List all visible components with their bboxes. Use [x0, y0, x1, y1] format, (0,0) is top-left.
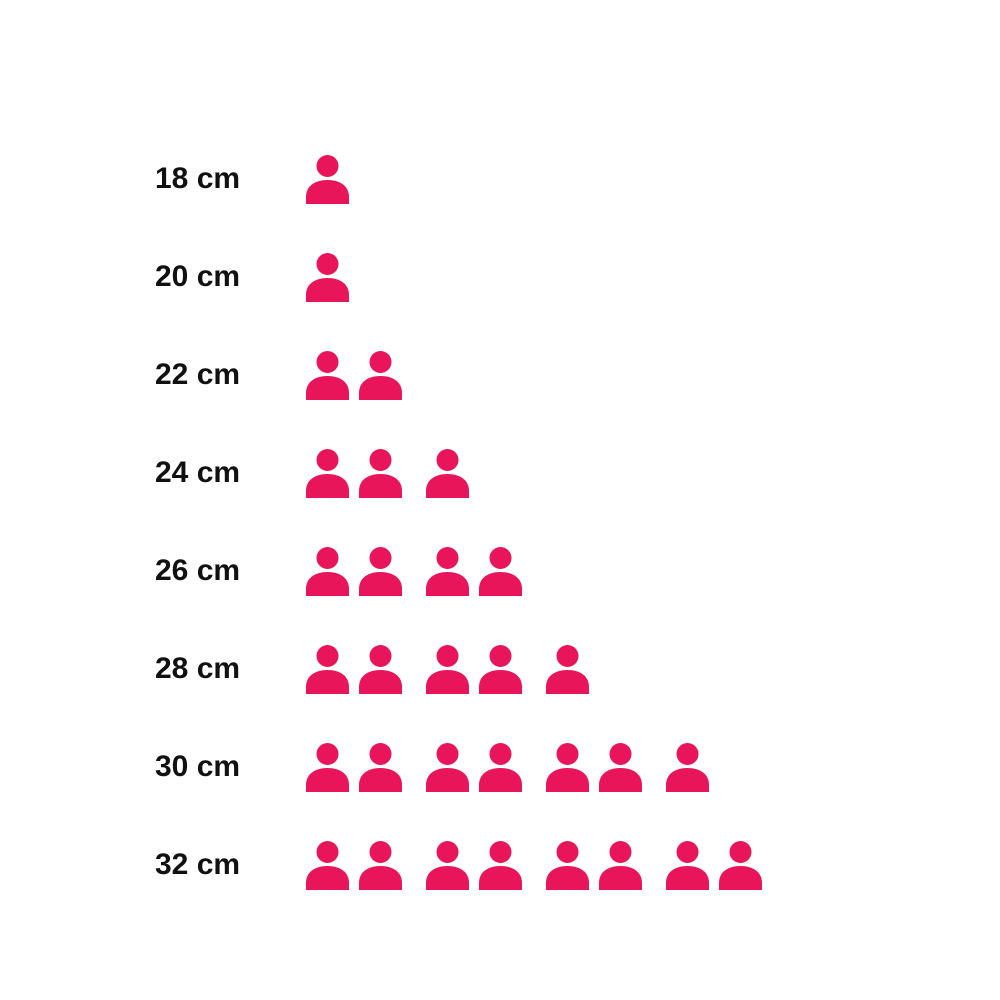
person-icon	[665, 840, 710, 890]
row-icons	[305, 546, 523, 596]
person-icon	[598, 840, 643, 890]
person-icon	[665, 742, 710, 792]
person-icon	[358, 350, 403, 400]
row-icons	[305, 154, 350, 204]
pictograph-chart: 18 cm 20 cm 22 cm 24 cm 26 cm 28 cm 30 cm 32 cm	[155, 130, 763, 914]
person-icon	[305, 448, 350, 498]
person-icon	[545, 742, 590, 792]
person-icon	[425, 742, 470, 792]
person-icon	[478, 840, 523, 890]
row-label: 32 cm	[155, 850, 305, 880]
person-icon	[305, 350, 350, 400]
person-icon	[305, 742, 350, 792]
row-icons	[305, 840, 763, 890]
person-icon	[545, 644, 590, 694]
pictograph-row: 22 cm	[155, 326, 763, 424]
pictograph-row: 20 cm	[155, 228, 763, 326]
row-label: 18 cm	[155, 164, 305, 194]
person-icon	[425, 644, 470, 694]
person-icon	[305, 644, 350, 694]
pictograph-row: 24 cm	[155, 424, 763, 522]
pictograph-row: 26 cm	[155, 522, 763, 620]
person-icon	[305, 252, 350, 302]
row-label: 26 cm	[155, 556, 305, 586]
person-icon	[545, 840, 590, 890]
row-icons	[305, 350, 403, 400]
row-label: 22 cm	[155, 360, 305, 390]
person-icon	[478, 742, 523, 792]
person-icon	[478, 546, 523, 596]
row-icons	[305, 448, 470, 498]
person-icon	[305, 154, 350, 204]
row-label: 30 cm	[155, 752, 305, 782]
pictograph-row: 32 cm	[155, 816, 763, 914]
row-label: 28 cm	[155, 654, 305, 684]
person-icon	[358, 448, 403, 498]
row-icons	[305, 644, 590, 694]
pictograph-row: 30 cm	[155, 718, 763, 816]
person-icon	[358, 644, 403, 694]
row-label: 24 cm	[155, 458, 305, 488]
person-icon	[425, 840, 470, 890]
person-icon	[305, 840, 350, 890]
person-icon	[358, 742, 403, 792]
person-icon	[358, 840, 403, 890]
row-label: 20 cm	[155, 262, 305, 292]
person-icon	[358, 546, 403, 596]
person-icon	[425, 546, 470, 596]
person-icon	[718, 840, 763, 890]
person-icon	[478, 644, 523, 694]
person-icon	[598, 742, 643, 792]
row-icons	[305, 252, 350, 302]
person-icon	[425, 448, 470, 498]
row-icons	[305, 742, 710, 792]
pictograph-row: 28 cm	[155, 620, 763, 718]
person-icon	[305, 546, 350, 596]
pictograph-row: 18 cm	[155, 130, 763, 228]
